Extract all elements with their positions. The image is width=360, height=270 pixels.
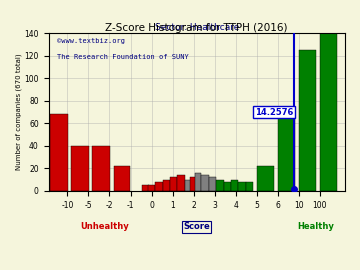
Bar [257, 166, 274, 191]
Text: The Research Foundation of SUNY: The Research Foundation of SUNY [57, 54, 189, 60]
Y-axis label: Number of companies (670 total): Number of companies (670 total) [15, 54, 22, 170]
Bar [177, 175, 185, 191]
Bar [224, 182, 231, 191]
Text: ©www.textbiz.org: ©www.textbiz.org [57, 38, 125, 44]
Bar [50, 114, 68, 191]
Bar [202, 175, 209, 191]
Bar [141, 185, 149, 191]
Bar [209, 177, 216, 191]
Bar [185, 180, 191, 191]
Bar [238, 182, 246, 191]
Text: Sector: Healthcare: Sector: Healthcare [154, 23, 239, 32]
Bar [114, 166, 130, 191]
Bar [170, 177, 177, 191]
Bar [299, 50, 316, 191]
Bar [231, 180, 238, 191]
Bar [278, 118, 294, 191]
Text: Unhealthy: Unhealthy [80, 222, 129, 231]
Text: 14.2576: 14.2576 [255, 107, 293, 117]
Bar [163, 180, 170, 191]
Bar [148, 185, 155, 191]
Bar [155, 182, 163, 191]
Text: Score: Score [183, 222, 210, 231]
Title: Z-Score Histogram for TTPH (2016): Z-Score Histogram for TTPH (2016) [105, 23, 288, 33]
Bar [195, 173, 201, 191]
Bar [246, 182, 253, 191]
Bar [71, 146, 89, 191]
Bar [216, 180, 224, 191]
Bar [190, 177, 196, 191]
Bar [320, 33, 337, 191]
Bar [92, 146, 110, 191]
Text: Healthy: Healthy [297, 222, 334, 231]
